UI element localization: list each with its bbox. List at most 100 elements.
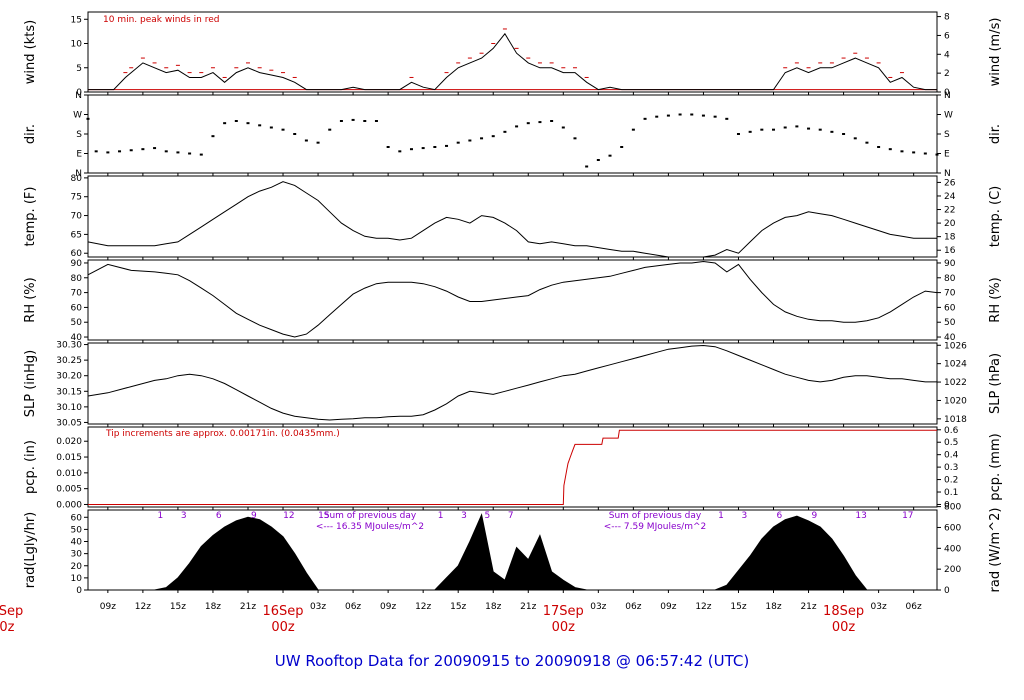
slp-tick-label-left: 30.15 (56, 387, 82, 397)
rh-tick-label-right: 50 (944, 318, 956, 328)
dir-ylabel-right: dir. (988, 124, 1003, 144)
dir-point (888, 148, 892, 151)
slp-tick-label-left: 30.30 (56, 341, 82, 351)
rad-tick-label-left: 50 (71, 525, 83, 535)
x-hour-label: 18z (485, 602, 501, 612)
x-axis: 09z 12z 15z 18z 21z 03z 06z 09z 12z 15z 18z 21z 03z 0… (0, 602, 922, 635)
temp-tick-label-right: 24 (944, 192, 956, 202)
x-hour-label: 21z (520, 602, 536, 612)
pcp-left-ticks: 0.000 0.005 0.010 0.015 0.020 (56, 437, 88, 510)
dir-point (258, 124, 262, 127)
sun-hour-label: 15 (318, 511, 329, 521)
temp-tick-label-left: 65 (71, 230, 82, 240)
dir-point (666, 114, 670, 117)
wind-peaks (123, 28, 904, 78)
x-hour-label: 06z (906, 602, 922, 612)
slp-tick-label-right: 1026 (944, 341, 967, 351)
pcp-tick-label-left: 0.010 (56, 469, 82, 479)
temp-tick-label-right: 26 (944, 178, 956, 188)
dir-point (923, 152, 927, 155)
slp-tick-label-left: 30.10 (56, 403, 82, 413)
dir-tick-label-left: N (75, 169, 82, 179)
temp-tick-label-right: 18 (944, 233, 956, 243)
rad-tick-label-right: 400 (944, 544, 961, 554)
pcp-note: Tip increments are approx. 0.00171in. (0… (105, 429, 340, 439)
slp-tick-label-right: 1022 (944, 378, 967, 388)
dir-point (550, 120, 554, 122)
dir-point (456, 141, 460, 144)
pcp-tick-label-right: 0.5 (944, 438, 958, 448)
sun-hour-label: 3 (181, 511, 187, 521)
x-hour-label: 15z (450, 602, 466, 612)
rh-tick-label-right: 90 (944, 259, 956, 269)
dir-point (269, 126, 273, 129)
x-day-hour-label: 00z (832, 620, 856, 635)
dir-ticks: N NE ES SW WN N (73, 91, 953, 179)
rh-right-ticks: 40 50 60 70 80 90 (937, 259, 956, 343)
dir-point (351, 118, 355, 121)
wind-tick-label-left: 0 (76, 88, 82, 98)
dir-point (293, 133, 297, 135)
wind-right-ticks: 0 2 4 6 8 (937, 13, 950, 98)
panel-wind: wind (kts) wind (m/s) (23, 11, 1003, 93)
dir-point (199, 153, 203, 156)
dir-point (491, 135, 495, 138)
sun-hour-label: 13 (855, 511, 866, 521)
rad-right-ticks: 0 200 400 600 800 (937, 503, 961, 596)
temp-right-ticks: 16 18 20 22 24 26 (937, 178, 956, 256)
dir-point (339, 120, 343, 122)
rh-tick-label-left: 90 (71, 259, 83, 269)
dir-point (783, 126, 787, 129)
temp-left-ticks: 60 65 70 75 80 (71, 174, 88, 259)
dir-point (234, 120, 238, 122)
dir-point (538, 121, 542, 124)
dir-point (807, 127, 811, 130)
dir-point (129, 149, 133, 152)
x-day-label: 15Sep (0, 604, 23, 619)
temp-ylabel-right: temp. (C) (988, 186, 1003, 248)
slp-series-line (87, 344, 937, 421)
x-day-label: 18Sep (823, 604, 864, 619)
x-day-label: 16Sep (263, 604, 304, 619)
rad-sum-note2-a: Sum of previous day (609, 511, 702, 521)
dir-point (433, 146, 437, 148)
x-hour-label: 12z (415, 602, 431, 612)
dir-point (480, 137, 484, 140)
pcp-series-line (88, 429, 937, 505)
pcp-tick-label-right: 0 (944, 500, 950, 510)
rh-tick-label-right: 60 (944, 303, 956, 313)
pcp-tick-label-right: 0.2 (944, 476, 958, 486)
rh-frame (87, 259, 938, 341)
pcp-tick-label-right: 0.6 (944, 426, 959, 436)
dir-point (106, 151, 110, 154)
dir-point (246, 122, 250, 125)
panel-temp: temp. (F) temp. (C) (23, 175, 1003, 258)
dir-point (421, 147, 425, 150)
sun-hour-label: 1 (158, 511, 164, 521)
wind-x-ticks (107, 92, 915, 95)
rh-ylabel-right: RH (%) (988, 277, 1003, 322)
pcp-tick-label-left: 0.005 (56, 485, 82, 495)
sun-hour-label: 6 (776, 511, 782, 521)
dir-point (281, 128, 285, 131)
rad-tick-label-left: 0 (76, 586, 82, 596)
x-day-hour-label: 00z (271, 620, 295, 635)
dir-point (877, 146, 881, 148)
dir-point (853, 137, 857, 140)
pcp-ylabel-left: pcp. (in) (23, 440, 38, 494)
rad-sum-note1-a: Sum of previous day (324, 511, 417, 521)
rh-tick-label-left: 80 (71, 274, 83, 284)
rh-series-line (87, 260, 938, 338)
dir-point (713, 115, 717, 118)
x-hour-label: 18z (765, 602, 781, 612)
dir-point (153, 147, 157, 150)
rh-tick-label-left: 50 (71, 318, 83, 328)
x-hour-label: 06z (625, 602, 641, 612)
chart-title: UW Rooftop Data for 20090915 to 20090918… (275, 652, 749, 670)
x-day-hour-label: 00z (0, 620, 15, 635)
temp-series-line (87, 181, 937, 258)
dir-point (701, 114, 705, 117)
dir-point (842, 133, 846, 135)
dir-points (86, 113, 939, 168)
x-hour-label: 09z (380, 602, 396, 612)
